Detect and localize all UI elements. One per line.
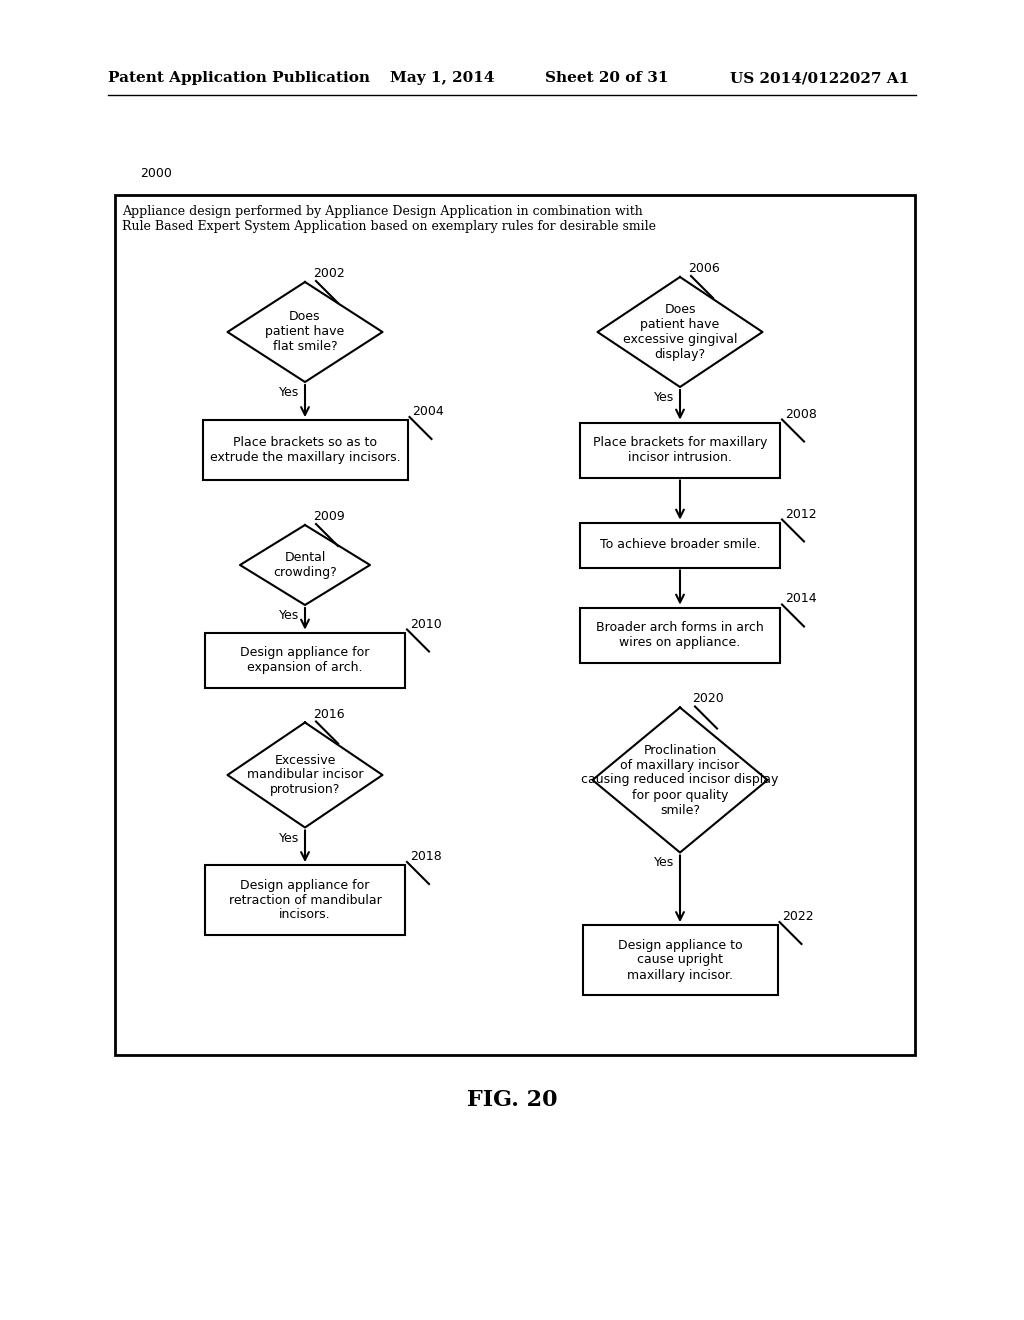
Text: To achieve broader smile.: To achieve broader smile. [600,539,760,552]
Bar [205,865,406,935]
Text: Dental
crowding?: Dental crowding? [273,550,337,579]
Bar [205,632,406,688]
Text: 2014: 2014 [785,593,816,606]
Text: Sheet 20 of 31: Sheet 20 of 31 [545,71,669,84]
Text: 2000: 2000 [140,168,172,180]
Text: 2012: 2012 [785,507,816,520]
Text: Broader arch forms in arch
wires on appliance.: Broader arch forms in arch wires on appl… [596,620,764,649]
Text: US 2014/0122027 A1: US 2014/0122027 A1 [730,71,909,84]
Text: May 1, 2014: May 1, 2014 [390,71,495,84]
Text: Yes: Yes [279,832,299,845]
Text: 2020: 2020 [692,693,724,705]
Text: Place brackets so as to
extrude the maxillary incisors.: Place brackets so as to extrude the maxi… [210,436,400,465]
Text: Yes: Yes [653,391,674,404]
Text: Proclination
of maxillary incisor
causing reduced incisor display
for poor quali: Proclination of maxillary incisor causin… [582,743,778,817]
Text: Yes: Yes [279,609,299,622]
Text: 2008: 2008 [785,408,817,421]
Text: 2006: 2006 [688,261,720,275]
Text: Appliance design performed by Appliance Design Application in combination with
R: Appliance design performed by Appliance … [122,205,656,234]
Bar [580,422,780,478]
Text: 2018: 2018 [410,850,441,863]
Text: Design appliance to
cause upright
maxillary incisor.: Design appliance to cause upright maxill… [617,939,742,982]
Text: Patent Application Publication: Patent Application Publication [108,71,370,84]
Text: 2016: 2016 [313,708,345,721]
Text: Yes: Yes [279,385,299,399]
Text: Design appliance for
expansion of arch.: Design appliance for expansion of arch. [241,645,370,675]
Text: 2022: 2022 [782,909,814,923]
Text: FIG. 20: FIG. 20 [467,1089,557,1111]
Text: Does
patient have
flat smile?: Does patient have flat smile? [265,310,345,354]
Bar [580,523,780,568]
Bar [115,195,915,1055]
Text: 2002: 2002 [313,267,345,280]
Bar [203,420,408,480]
Text: Yes: Yes [653,857,674,870]
Text: Place brackets for maxillary
incisor intrusion.: Place brackets for maxillary incisor int… [593,436,767,465]
Bar [583,925,777,995]
Bar [580,607,780,663]
Text: Does
patient have
excessive gingival
display?: Does patient have excessive gingival dis… [623,304,737,360]
Text: 2009: 2009 [313,510,345,523]
Text: Design appliance for
retraction of mandibular
incisors.: Design appliance for retraction of mandi… [228,879,381,921]
Text: Excessive
mandibular incisor
protrusion?: Excessive mandibular incisor protrusion? [247,754,364,796]
Text: 2004: 2004 [413,405,444,418]
Text: 2010: 2010 [410,618,441,631]
